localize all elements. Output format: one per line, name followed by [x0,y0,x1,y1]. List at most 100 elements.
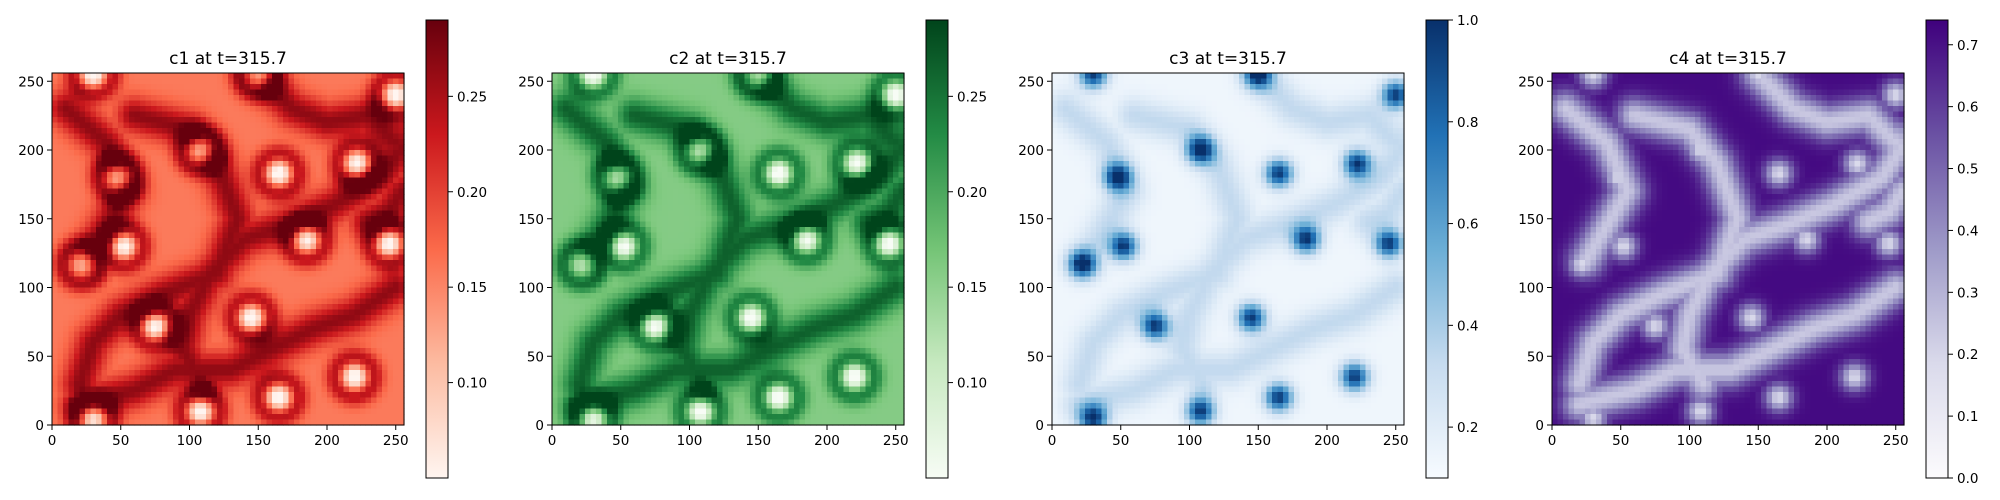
heatmap-cell [74,150,81,157]
heatmap-cell [189,205,196,212]
heatmap-cell [151,392,158,399]
heatmap-cell [233,161,240,168]
heatmap-cell [887,128,894,135]
heatmap-cell [250,243,257,250]
heatmap-cell [700,95,707,102]
heatmap-cell [233,375,240,382]
heatmap-cell [360,172,367,179]
heatmap-cell [316,331,323,338]
heatmap-cell [79,337,86,344]
heatmap-cell [722,111,729,118]
heatmap-cell [52,188,59,195]
heatmap-cell [107,84,114,91]
heatmap-cell [74,320,81,327]
heatmap-cell [728,122,735,129]
heatmap-cell [112,117,119,124]
heatmap-cell [85,359,92,366]
heatmap-cell [327,381,334,388]
heatmap-cell [607,122,614,129]
heatmap-cell [607,144,614,151]
heatmap-cell [645,84,652,91]
heatmap-cell [195,122,202,129]
heatmap-cell [79,89,86,96]
heatmap-cell [651,144,658,151]
heatmap-cell [294,95,301,102]
heatmap-cell [376,100,383,107]
heatmap-cell [393,194,400,201]
heatmap-cell [360,265,367,272]
heatmap-cell [90,414,97,421]
heatmap-cell [123,320,130,327]
heatmap-cell [338,150,345,157]
heatmap-cell [354,359,361,366]
heatmap-cell [371,370,378,377]
heatmap-cell [96,232,103,239]
heatmap-cell [167,238,174,245]
heatmap-cell [101,194,108,201]
heatmap-cell [277,403,284,410]
heatmap-cell [717,100,724,107]
heatmap-cell [739,128,746,135]
heatmap-cell [68,84,75,91]
heatmap-cell [695,133,702,140]
heatmap-cell [250,315,257,322]
heatmap-cell [272,128,279,135]
heatmap-cell [299,326,306,333]
heatmap-cell [321,287,328,294]
heatmap-cell [129,166,136,173]
heatmap-cell [783,117,790,124]
heatmap-cell [129,293,136,300]
heatmap-cell [887,78,894,85]
heatmap-cell [63,172,70,179]
heatmap-cell [167,188,174,195]
heatmap-cell [371,403,378,410]
heatmap-cell [90,155,97,162]
heatmap-cell [277,287,284,294]
heatmap-cell [63,331,70,338]
heatmap-cell [772,128,779,135]
heatmap-cell [112,326,119,333]
heatmap-cell [360,155,367,162]
heatmap-cell [101,381,108,388]
heatmap-cell [107,177,114,184]
heatmap-cell [129,117,136,124]
heatmap-cell [310,381,317,388]
heatmap-cell [387,419,394,426]
heatmap-cell [354,133,361,140]
heatmap-cell [354,392,361,399]
heatmap-cell [299,320,306,327]
heatmap-cell [656,144,663,151]
heatmap-cell [140,73,147,80]
heatmap-cell [118,89,125,96]
heatmap-cell [316,353,323,360]
heatmap-cell [365,144,372,151]
heatmap-cell [156,150,163,157]
heatmap-cell [228,84,235,91]
heatmap-cell [255,84,262,91]
heatmap-cell [316,106,323,113]
heatmap-cell [272,238,279,245]
heatmap-cell [222,155,229,162]
heatmap-cell [140,133,147,140]
heatmap-cell [134,353,141,360]
heatmap-cell [167,331,174,338]
heatmap-cell [63,403,70,410]
heatmap-cell [689,78,696,85]
heatmap-cell [162,304,169,311]
heatmap-cell [288,331,295,338]
heatmap-cell [233,304,240,311]
heatmap-cell [393,337,400,344]
heatmap-cell [140,359,147,366]
heatmap-cell [700,106,707,113]
heatmap-cell [272,161,279,168]
heatmap-cell [684,84,691,91]
heatmap-cell [112,419,119,426]
heatmap-cell [739,139,746,146]
heatmap-cell [849,95,856,102]
heatmap-cell [354,326,361,333]
heatmap-cell [206,128,213,135]
heatmap-cell [85,419,92,426]
heatmap-cell [371,172,378,179]
heatmap-cell [876,139,883,146]
heatmap-cell [684,144,691,151]
